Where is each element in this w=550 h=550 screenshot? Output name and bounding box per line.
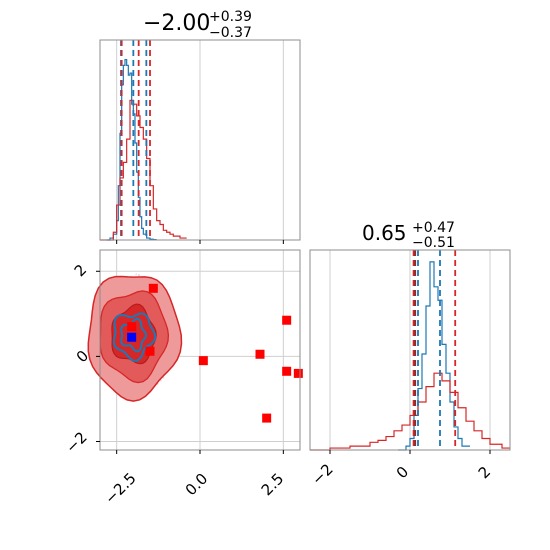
- title-top-left: −2.00 +0.39 −0.37: [143, 9, 252, 41]
- histogram-series: [100, 99, 187, 241]
- sample-point: [162, 377, 165, 379]
- bottom-x-ticks: −2.5 0.0 2.5: [101, 469, 287, 507]
- red-square-marker: [293, 368, 303, 378]
- title-top-left-minus: −0.37: [209, 25, 252, 41]
- sample-point: [138, 274, 140, 276]
- sample-point: [135, 273, 138, 275]
- right-x-ticks: −2 0 2: [308, 460, 494, 488]
- marginal-hist-y: [309, 249, 511, 454]
- red-square-marker: [282, 315, 292, 325]
- histogram-series: [310, 372, 510, 451]
- x-tick-label: 2.5: [258, 470, 288, 500]
- marginal-hist-x: [99, 39, 301, 244]
- red-square-marker: [262, 413, 272, 423]
- red-square-marker: [145, 346, 155, 356]
- x-tick-label: 0: [393, 463, 412, 482]
- title-bottom-right: 0.65 +0.47 −0.51: [362, 220, 455, 251]
- title-bottom-right-minus: −0.51: [412, 235, 455, 251]
- red-square-marker: [282, 366, 292, 376]
- title-bottom-right-value: 0.65: [362, 221, 407, 245]
- x-tick-label: 0.0: [182, 470, 212, 500]
- histogram-series: [398, 261, 470, 451]
- title-top-left-value: −2.00: [143, 11, 210, 36]
- red-square-marker: [148, 283, 158, 293]
- contour-blue-outer: [112, 312, 157, 362]
- left-y-ticks: 2 0 −2: [62, 261, 92, 457]
- histogram-series: [106, 58, 157, 241]
- red-square-marker: [198, 356, 208, 366]
- title-bottom-right-plus: +0.47: [412, 220, 455, 236]
- red-square-marker: [255, 349, 265, 359]
- x-tick-label: 2: [475, 463, 494, 482]
- y-tick-label: −2: [62, 428, 90, 456]
- contour-blue-inner: [120, 317, 148, 353]
- x-tick-label: −2.5: [101, 469, 139, 507]
- y-tick-label: 2: [71, 261, 90, 280]
- blue-square-marker: [127, 332, 137, 342]
- red-square-marker: [127, 322, 137, 332]
- x-tick-label: −2: [308, 460, 336, 488]
- title-top-left-plus: +0.39: [209, 9, 252, 25]
- joint-contour-panel: [87, 249, 303, 454]
